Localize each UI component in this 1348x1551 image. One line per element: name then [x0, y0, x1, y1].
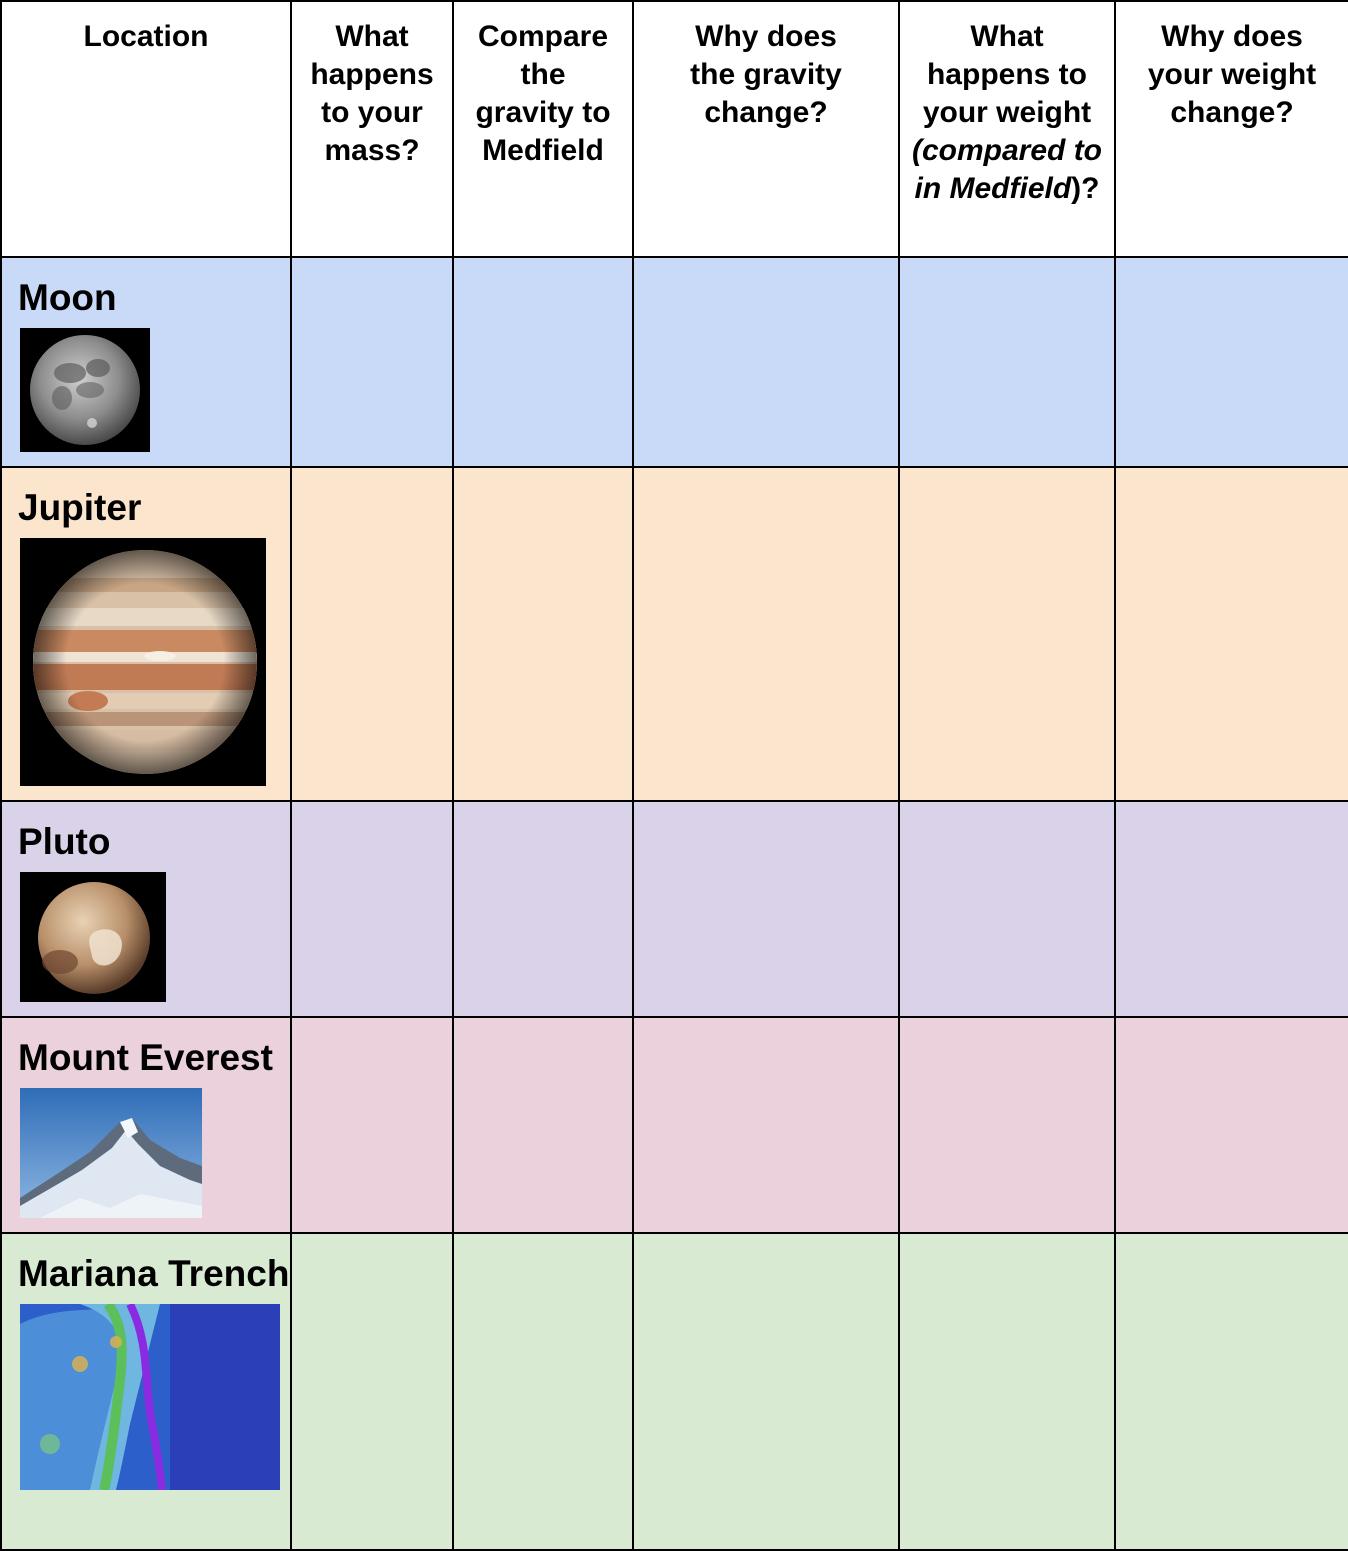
location-name-pluto: Pluto: [18, 821, 111, 862]
location-cell-jupiter: Jupiter: [0, 466, 292, 802]
answer-cell[interactable]: [632, 256, 900, 468]
location-cell-mariana-trench: Mariana Trench: [0, 1232, 292, 1551]
answer-cell[interactable]: [452, 466, 634, 802]
answer-cell[interactable]: [1114, 1232, 1348, 1551]
answer-cell[interactable]: [632, 1232, 900, 1551]
header-mass-text: What happens to your mass?: [310, 20, 434, 167]
answer-cell[interactable]: [452, 1016, 634, 1234]
answer-cell[interactable]: [632, 1016, 900, 1234]
answer-cell[interactable]: [1114, 256, 1348, 468]
answer-cell[interactable]: [452, 800, 634, 1018]
answer-cell[interactable]: [290, 800, 454, 1018]
header-weight-why-text: Why does your weight change?: [1147, 20, 1317, 129]
moon-photo: [20, 328, 150, 452]
answer-cell[interactable]: [898, 466, 1116, 802]
header-location: Location: [0, 0, 292, 258]
header-gravity-compare-text: Compare the gravity to Medfield: [475, 20, 611, 167]
answer-cell[interactable]: [290, 1016, 454, 1234]
answer-cell[interactable]: [898, 256, 1116, 468]
answer-cell[interactable]: [290, 1232, 454, 1551]
table-row-jupiter: Jupiter: [0, 466, 1348, 802]
location-name-mariana-trench: Mariana Trench: [18, 1253, 290, 1294]
header-weight-what-part1: What happens to your weight: [922, 20, 1092, 129]
table-row-mariana-trench: Mariana Trench: [0, 1232, 1348, 1551]
answer-cell[interactable]: [898, 800, 1116, 1018]
header-gravity-compare: Compare the gravity to Medfield: [452, 0, 634, 258]
location-cell-moon: Moon: [0, 256, 292, 468]
table-row-pluto: Pluto: [0, 800, 1348, 1018]
mariana-trench-map: [20, 1304, 280, 1490]
header-gravity-why: Why does the gravity change?: [632, 0, 900, 258]
pluto-photo: [20, 872, 166, 1002]
location-cell-pluto: Pluto: [0, 800, 292, 1018]
header-weight-what-text: What happens to your weight (compared to…: [900, 18, 1114, 208]
header-gravity-why-text: Why does the gravity change?: [690, 20, 842, 129]
answer-cell[interactable]: [632, 800, 900, 1018]
location-name-mount-everest: Mount Everest: [18, 1037, 273, 1078]
answer-cell[interactable]: [1114, 466, 1348, 802]
answer-cell[interactable]: [452, 1232, 634, 1551]
header-row: Location What happens to your mass? Comp…: [0, 0, 1348, 258]
header-weight-what: What happens to your weight (compared to…: [898, 0, 1116, 258]
location-cell-mount-everest: Mount Everest: [0, 1016, 292, 1234]
location-name-jupiter: Jupiter: [18, 487, 142, 528]
answer-cell[interactable]: [632, 466, 900, 802]
table-row-mount-everest: Mount Everest: [0, 1016, 1348, 1234]
location-name-moon: Moon: [18, 277, 117, 318]
answer-cell[interactable]: [898, 1232, 1116, 1551]
answer-cell[interactable]: [1114, 1016, 1348, 1234]
answer-cell[interactable]: [290, 466, 454, 802]
header-weight-why: Why does your weight change?: [1114, 0, 1348, 258]
answer-cell[interactable]: [290, 256, 454, 468]
header-weight-what-part3: )?: [1071, 172, 1100, 205]
answer-cell[interactable]: [452, 256, 634, 468]
jupiter-photo: [20, 538, 266, 786]
answer-cell[interactable]: [1114, 800, 1348, 1018]
header-weight-what-italic: (compared to in Medfield: [911, 134, 1103, 205]
answer-cell[interactable]: [898, 1016, 1116, 1234]
table-row-moon: Moon: [0, 256, 1348, 468]
mount-everest-photo: [20, 1088, 202, 1218]
header-mass: What happens to your mass?: [290, 0, 454, 258]
